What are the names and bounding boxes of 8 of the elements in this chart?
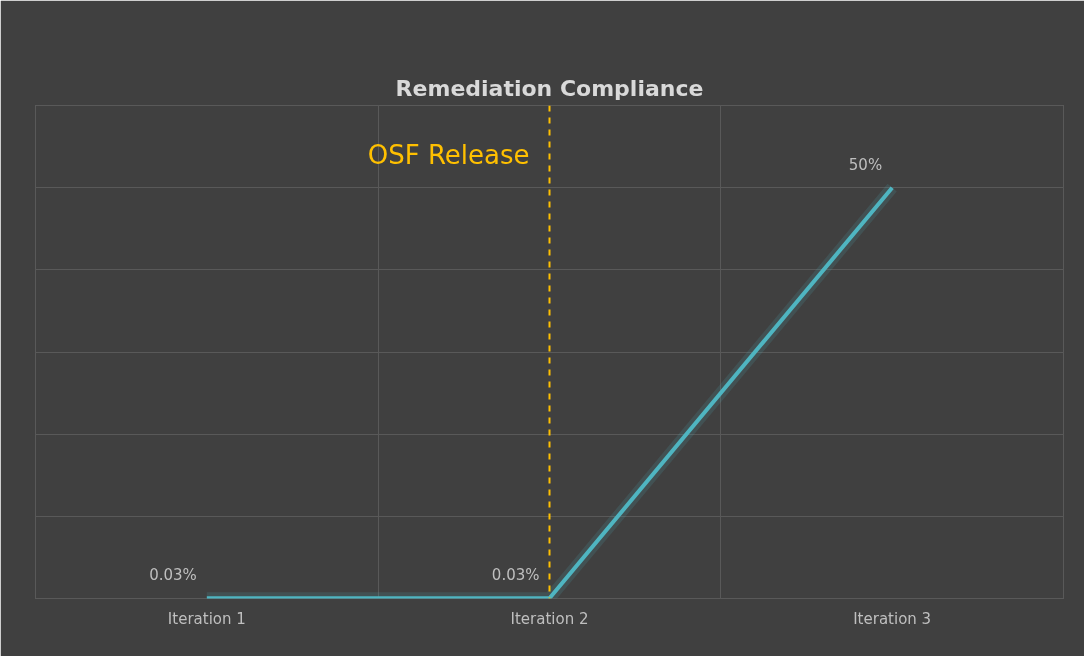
- data-label: 0.03%: [149, 566, 197, 585]
- x-tick-label: Iteration 1: [167, 609, 246, 628]
- x-tick-label: Iteration 3: [853, 609, 932, 628]
- ref-line-label: OSF Release: [367, 139, 530, 170]
- data-label: 0.03%: [491, 566, 540, 585]
- chart-title: Remediation Compliance: [395, 75, 704, 101]
- x-tick-label: Iteration 2: [510, 609, 589, 628]
- data-label: 50%: [848, 155, 883, 174]
